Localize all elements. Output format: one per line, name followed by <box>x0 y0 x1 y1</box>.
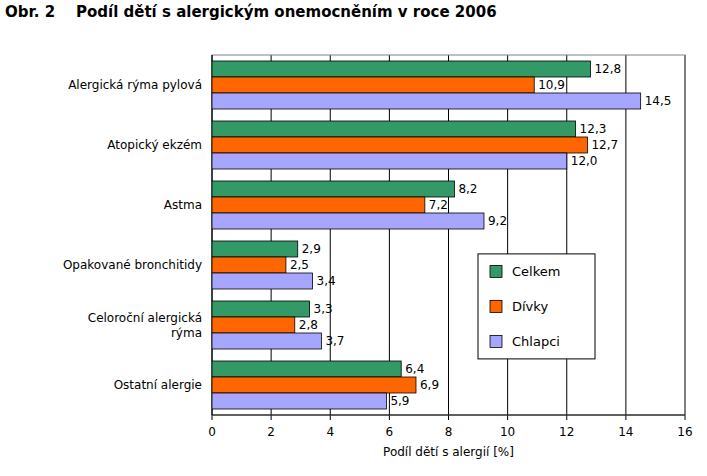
data-label: 6,4 <box>405 362 424 376</box>
tick-label: 4 <box>326 425 334 439</box>
data-label: 10,9 <box>538 78 565 92</box>
tick-mark <box>566 415 567 420</box>
bar <box>212 77 534 93</box>
legend-label: Celkem <box>512 264 560 279</box>
tick-mark <box>389 415 390 420</box>
data-label: 12,8 <box>594 62 621 76</box>
bar <box>212 393 386 409</box>
category-label: Opakované bronchitidy <box>63 258 202 272</box>
tick-label: 10 <box>500 425 515 439</box>
plot-frame <box>212 55 685 415</box>
data-label: 3,7 <box>325 334 344 348</box>
chart: Obr. 2 Podíl dětí s alergickým onemocněn… <box>0 0 707 476</box>
data-label: 3,4 <box>317 274 336 288</box>
category-label: Alergická rýma pylová <box>68 78 202 92</box>
data-label: 5,9 <box>390 394 409 408</box>
legend-swatch <box>490 265 502 277</box>
bar <box>212 333 321 349</box>
x-axis-label: Podíl dětí s alergií [%] <box>383 445 514 459</box>
category-label-line: Celoroční alergická <box>88 311 202 325</box>
bar <box>212 153 567 169</box>
tick-mark <box>625 415 626 420</box>
legend-swatch <box>490 335 502 347</box>
bar <box>212 197 425 213</box>
category-label-line: rýma <box>171 326 202 340</box>
category-label-line: Astma <box>164 198 202 212</box>
bar <box>212 301 310 317</box>
bar <box>212 137 587 153</box>
tick-label: 2 <box>267 425 275 439</box>
legend-label: Chlapci <box>512 334 560 349</box>
bar <box>212 317 295 333</box>
plot-area <box>212 55 685 415</box>
data-label: 7,2 <box>429 198 448 212</box>
data-labels: 12,8 10,9 14,5 12,3 12,7 12,0 8,2 7,2 9,2 2,9 2,5 3… <box>290 62 671 408</box>
data-label: 8,2 <box>458 182 477 196</box>
tick-label: 12 <box>559 425 574 439</box>
tick-mark <box>685 415 686 420</box>
data-label: 3,3 <box>314 302 333 316</box>
tick-mark <box>507 415 508 420</box>
legend: Celkem Dívky Chlapci <box>478 254 595 359</box>
tick-label: 0 <box>208 425 216 439</box>
tick-mark <box>448 415 449 420</box>
tick-mark <box>271 415 272 420</box>
title: Obr. 2 Podíl dětí s alergickým onemocněn… <box>5 3 497 21</box>
category-label-line: Ostatní alergie <box>114 378 202 392</box>
category-label: Astma <box>164 198 202 212</box>
bar <box>212 61 590 77</box>
legend-swatch <box>490 300 502 312</box>
bar <box>212 241 298 257</box>
tick-mark <box>330 415 331 420</box>
x-axis-line <box>212 415 685 416</box>
data-label: 12,7 <box>591 138 618 152</box>
data-label: 2,9 <box>302 242 321 256</box>
legend-label: Dívky <box>512 299 548 314</box>
bar <box>212 121 576 137</box>
bar <box>212 377 416 393</box>
category-label: Atopický ekzém <box>107 138 202 152</box>
tick-mark <box>212 415 213 420</box>
bars <box>212 61 641 409</box>
bar <box>212 93 641 109</box>
bar <box>212 213 484 229</box>
tick-label: 16 <box>677 425 692 439</box>
tick-label: 8 <box>445 425 453 439</box>
bar <box>212 257 286 273</box>
category-label-line: Opakované bronchitidy <box>63 258 202 272</box>
category-label: Ostatní alergie <box>114 378 202 392</box>
tick-label: 14 <box>618 425 633 439</box>
category-label: Celoroční alergickárýma <box>88 311 202 340</box>
bar <box>212 273 313 289</box>
legend-box <box>478 254 595 359</box>
data-label: 6,9 <box>420 378 439 392</box>
data-label: 9,2 <box>488 214 507 228</box>
data-label: 2,5 <box>290 258 309 272</box>
bar <box>212 181 454 197</box>
data-label: 12,0 <box>571 154 598 168</box>
data-label: 14,5 <box>645 94 672 108</box>
bar <box>212 361 401 377</box>
category-label-line: Atopický ekzém <box>107 138 202 152</box>
category-label-line: Alergická rýma pylová <box>68 78 202 92</box>
tick-label: 6 <box>386 425 394 439</box>
data-label: 2,8 <box>299 318 318 332</box>
data-label: 12,3 <box>580 122 607 136</box>
